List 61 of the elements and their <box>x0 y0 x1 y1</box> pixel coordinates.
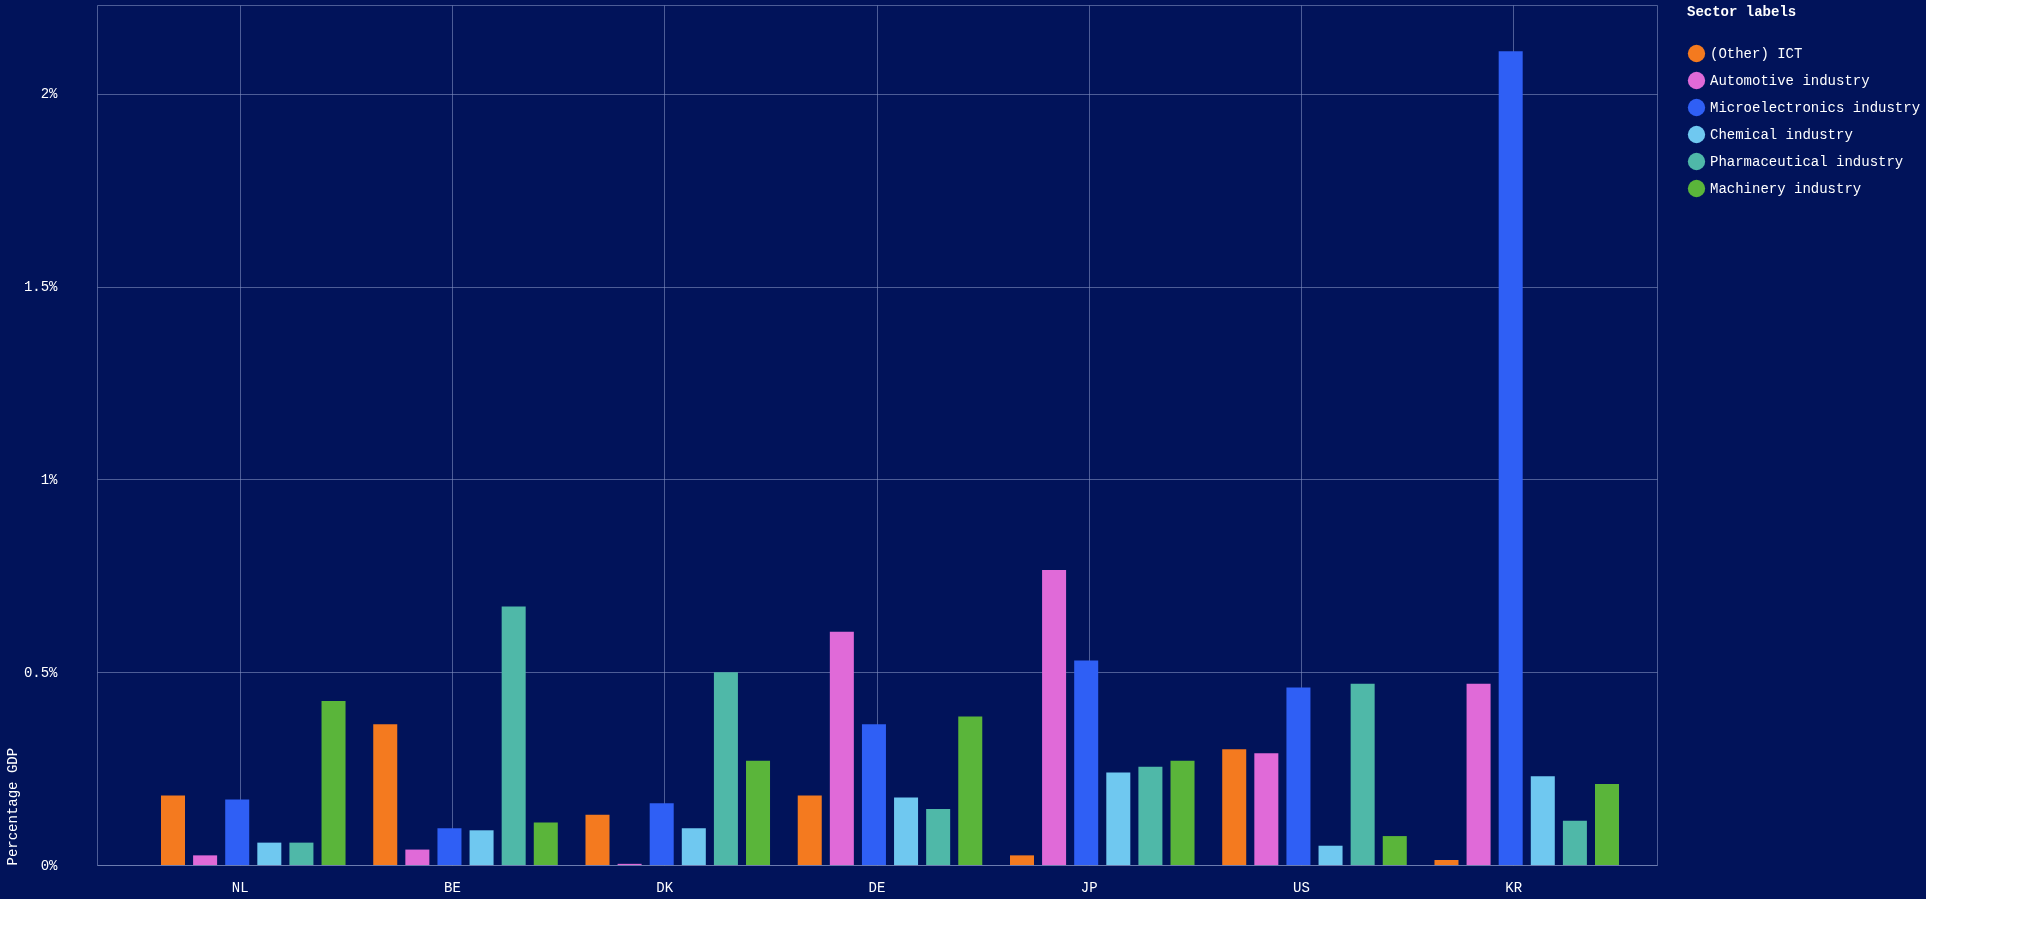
bar <box>225 799 250 865</box>
bar <box>373 724 398 865</box>
bar <box>861 724 886 865</box>
legend-label: Automotive industry <box>1710 72 1870 89</box>
bar <box>1254 753 1279 865</box>
bar <box>1318 845 1343 865</box>
bar <box>649 803 674 865</box>
y-axis-title: Percentage GDP <box>4 747 21 866</box>
bar <box>1074 660 1099 865</box>
bar <box>1222 749 1247 865</box>
bar <box>1530 776 1555 865</box>
bar <box>1498 51 1523 865</box>
bar <box>289 842 314 865</box>
y-tick-label: 2% <box>40 86 59 103</box>
x-tick-label: BE <box>444 879 461 896</box>
bar <box>713 672 738 865</box>
bar <box>321 701 346 865</box>
bar <box>1286 687 1311 865</box>
x-tick-label: NL <box>231 879 249 896</box>
y-tick-label: 0% <box>40 857 59 874</box>
x-tick-label: JP <box>1080 879 1098 896</box>
legend-label: Machinery industry <box>1710 180 1862 197</box>
bar <box>1595 784 1620 865</box>
bar <box>1170 760 1195 865</box>
x-tick-label: DK <box>656 879 674 896</box>
bar <box>405 849 430 865</box>
y-tick-label: 1.5% <box>23 279 59 296</box>
bar <box>1466 683 1491 865</box>
bar <box>1042 569 1067 865</box>
bar <box>469 830 494 865</box>
legend-title: Sector labels <box>1687 4 1797 20</box>
bar <box>1138 766 1163 865</box>
bar <box>533 822 558 865</box>
bar <box>1382 836 1407 865</box>
bar <box>193 855 218 865</box>
legend-label: Pharmaceutical industry <box>1710 153 1904 170</box>
legend-label: Chemical industry <box>1710 126 1853 143</box>
bar <box>437 828 462 865</box>
bar <box>926 809 951 865</box>
bar <box>958 716 983 865</box>
bar <box>1562 820 1587 865</box>
bar <box>160 795 186 865</box>
bar <box>1009 855 1034 865</box>
bar <box>1350 683 1375 865</box>
bar <box>585 814 610 865</box>
bar <box>797 795 822 865</box>
bar <box>501 606 526 865</box>
bar <box>1106 772 1131 865</box>
bar <box>829 631 854 865</box>
x-tick-label: KR <box>1505 879 1523 896</box>
bar <box>257 842 282 865</box>
y-tick-label: 0.5% <box>23 664 59 681</box>
bar <box>1434 859 1459 865</box>
bar <box>894 797 919 865</box>
bar <box>746 760 771 865</box>
x-tick-label: US <box>1293 879 1310 896</box>
legend-label: (Other) ICT <box>1710 45 1803 62</box>
x-tick-label: DE <box>868 879 886 896</box>
legend-label: Microelectronics industry <box>1710 99 1921 116</box>
bar <box>681 828 706 865</box>
y-tick-label: 1% <box>40 471 59 488</box>
